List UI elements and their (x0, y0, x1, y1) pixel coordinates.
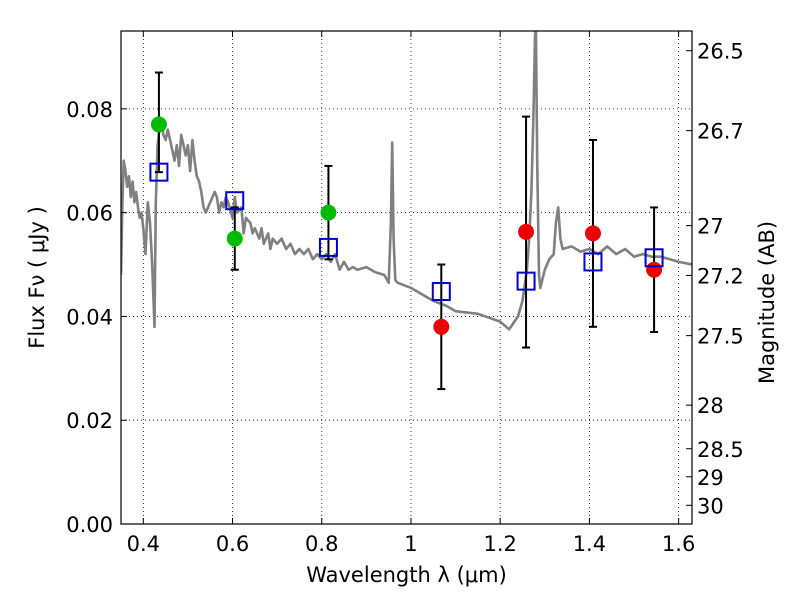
y-tick-label: 0.02 (66, 409, 113, 433)
model-spectrum (121, 31, 692, 331)
magnitude-tick-label: 30 (697, 494, 724, 518)
magnitude-tick-label: 26.5 (697, 40, 744, 64)
model-photometry-square (318, 237, 338, 257)
magnitude-tick-label: 28.5 (697, 438, 744, 462)
optical-data-point (150, 116, 167, 133)
x-tick-label: 1.6 (662, 532, 695, 556)
magnitude-axis-label: Magnitude (AB) (755, 221, 779, 384)
axis-ticks: 0.4 0.6 0.8 1 1.2 1.4 1.6 0.00 0.02 0.04 0.06 0.08 2… (66, 31, 744, 556)
model-photometry-square (149, 162, 169, 182)
magnitude-tick-label: 27.5 (697, 325, 744, 349)
x-tick-label: 1.4 (573, 532, 606, 556)
magnitude-tick-label: 26.7 (697, 120, 744, 144)
x-tick-label: 0.6 (216, 532, 249, 556)
x-tick-label: 0.8 (305, 532, 338, 556)
y-tick-label: 0.08 (66, 98, 113, 122)
infrared-data-point (518, 223, 535, 240)
infrared-data-point (433, 318, 450, 335)
model-photometry-square (431, 282, 451, 302)
magnitude-tick-label: 27.2 (697, 264, 744, 288)
y-tick-label: 0.06 (66, 202, 113, 226)
y-axis-label: Flux Fν ( μJy ) (25, 206, 49, 349)
error-bars (154, 71, 659, 391)
x-tick-label: 0.4 (127, 532, 160, 556)
magnitude-tick-label: 27 (697, 215, 724, 239)
x-axis-label: Wavelength λ (μm) (306, 563, 507, 587)
model-photometry-square (583, 252, 603, 272)
model-photometry-square (516, 271, 536, 291)
optical-data-point (320, 204, 337, 221)
plot-frame (120, 30, 693, 525)
model-photometry-square (644, 248, 664, 268)
x-tick-label: 1.2 (483, 532, 516, 556)
infrared-data-point (584, 225, 601, 242)
data-points (149, 116, 664, 335)
infrared-data-point (646, 261, 663, 278)
optical-data-point (226, 230, 243, 247)
y-tick-label: 0.00 (66, 513, 113, 537)
model-photometry-square (225, 191, 245, 211)
grid-lines (121, 31, 692, 524)
magnitude-tick-label: 28 (697, 394, 724, 418)
x-tick-label: 1 (404, 532, 417, 556)
y-tick-label: 0.04 (66, 305, 113, 329)
spectrum-line (121, 31, 692, 331)
magnitude-tick-label: 29 (697, 466, 724, 490)
